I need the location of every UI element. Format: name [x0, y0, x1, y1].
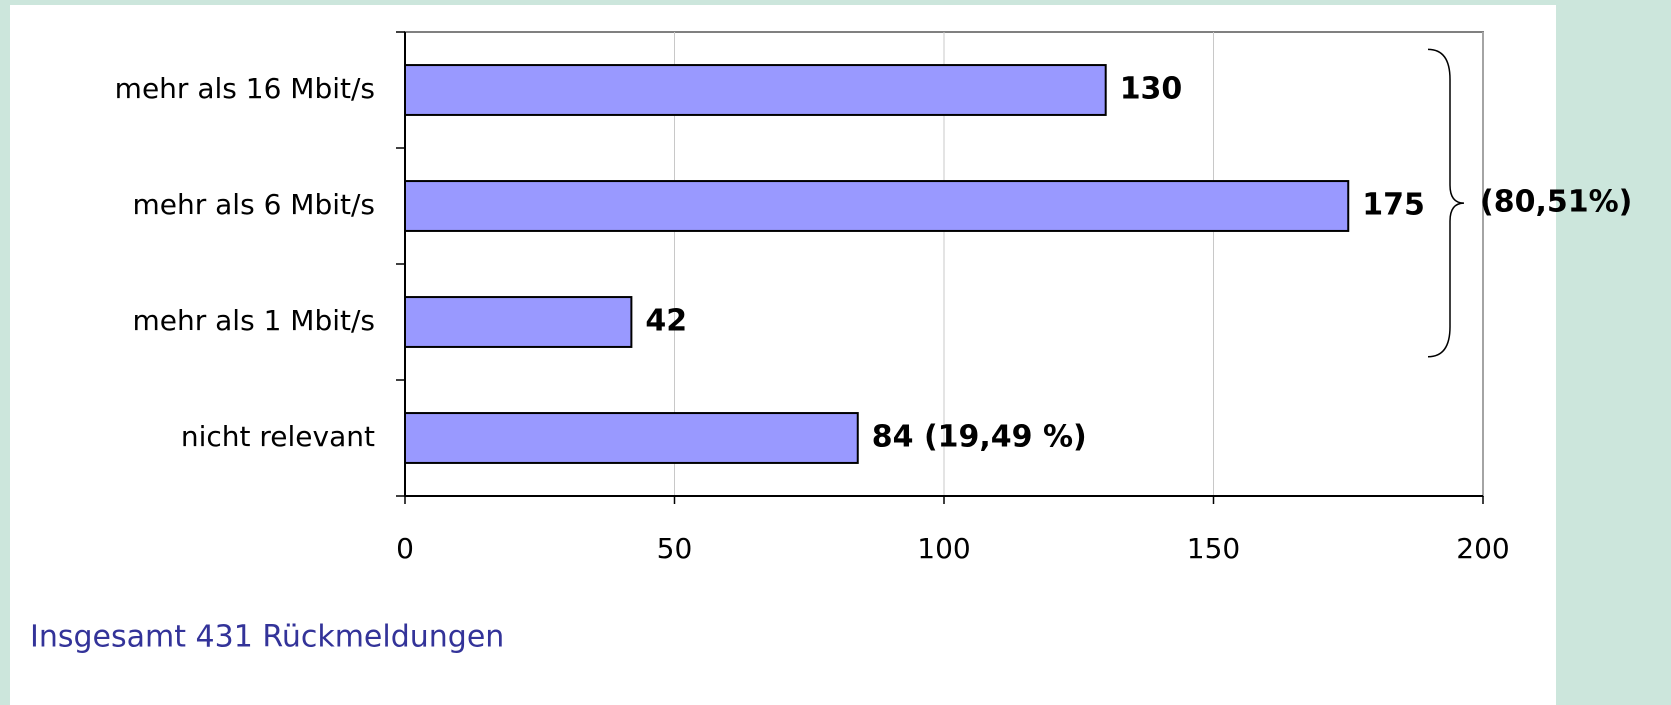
x-tick-label: 200 — [1456, 532, 1509, 565]
value-label: 84 (19,49 %) — [872, 420, 1087, 455]
value-label: 130 — [1120, 72, 1183, 107]
panel — [10, 5, 1556, 705]
x-tick-label: 100 — [917, 532, 970, 565]
brace — [1427, 48, 1465, 358]
y-tick-label: mehr als 6 Mbit/s — [132, 188, 375, 221]
y-tick-label: mehr als 16 Mbit/s — [115, 72, 375, 105]
y-tick-label: mehr als 1 Mbit/s — [132, 304, 375, 337]
value-label: 175 — [1362, 188, 1425, 223]
x-tick-label: 0 — [396, 532, 414, 565]
bar — [404, 180, 1350, 232]
bar — [404, 412, 859, 464]
bar — [404, 296, 633, 348]
annotation: (80,51%) — [1480, 185, 1632, 220]
footer: Insgesamt 431 Rückmeldungen — [30, 620, 504, 655]
y-tick-label: nicht relevant — [181, 420, 375, 453]
value-label: 42 — [645, 304, 687, 339]
x-tick-label: 50 — [657, 532, 693, 565]
x-tick-label: 150 — [1187, 532, 1240, 565]
bar — [404, 64, 1107, 116]
